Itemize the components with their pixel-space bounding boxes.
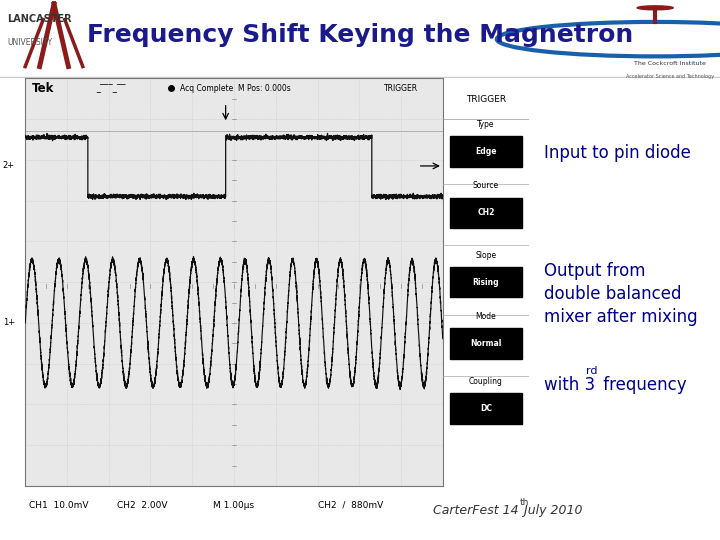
- Text: Mode: Mode: [476, 312, 496, 321]
- Text: rd: rd: [587, 366, 598, 376]
- Text: UNIVERSITY: UNIVERSITY: [7, 38, 53, 46]
- Text: Slope: Slope: [475, 251, 497, 260]
- Text: TRIGGER: TRIGGER: [466, 94, 506, 104]
- Text: Input to pin diode: Input to pin diode: [544, 144, 691, 161]
- Text: th: th: [520, 498, 529, 507]
- Text: Tek: Tek: [32, 82, 54, 95]
- Bar: [450, 137, 522, 167]
- Text: TRIGGER: TRIGGER: [384, 84, 418, 93]
- Bar: [450, 198, 522, 228]
- Text: Rising: Rising: [473, 278, 499, 287]
- Text: Output from
double balanced
mixer after mixing: Output from double balanced mixer after …: [544, 262, 698, 326]
- Text: Normal: Normal: [470, 339, 502, 348]
- Text: 1+: 1+: [3, 319, 15, 327]
- Text: with 3: with 3: [544, 376, 595, 394]
- Bar: [450, 328, 522, 359]
- Text: The Cockcroft Institute: The Cockcroft Institute: [634, 61, 706, 66]
- Text: Acq Complete  M Pos: 0.000s: Acq Complete M Pos: 0.000s: [180, 84, 290, 93]
- Text: Edge: Edge: [475, 147, 497, 156]
- Bar: [450, 267, 522, 298]
- Text: CH2: CH2: [477, 208, 495, 217]
- Text: Source: Source: [473, 181, 499, 191]
- Text: CarterFest 14: CarterFest 14: [433, 504, 518, 517]
- Text: CH2  /  880mV: CH2 / 880mV: [318, 501, 383, 510]
- Text: CH1  10.0mV: CH1 10.0mV: [30, 501, 89, 510]
- Text: CH2  2.00V: CH2 2.00V: [117, 501, 168, 510]
- Text: DC: DC: [480, 404, 492, 413]
- Text: Accelerator Science and Technology: Accelerator Science and Technology: [626, 75, 714, 79]
- Text: LANCASTER: LANCASTER: [7, 14, 72, 24]
- Circle shape: [637, 6, 673, 10]
- Text: ̲‾‾‾_‾‾: ̲‾‾‾_‾‾: [100, 84, 126, 93]
- Text: M 1.00μs: M 1.00μs: [213, 501, 254, 510]
- Bar: [450, 393, 522, 424]
- Text: Frequency Shift Keying the Magnetron: Frequency Shift Keying the Magnetron: [87, 23, 633, 47]
- Text: Coupling: Coupling: [469, 377, 503, 386]
- Text: July 2010: July 2010: [520, 504, 582, 517]
- Text: frequency: frequency: [598, 376, 686, 394]
- Text: 2+: 2+: [3, 161, 15, 171]
- Text: Type: Type: [477, 120, 495, 129]
